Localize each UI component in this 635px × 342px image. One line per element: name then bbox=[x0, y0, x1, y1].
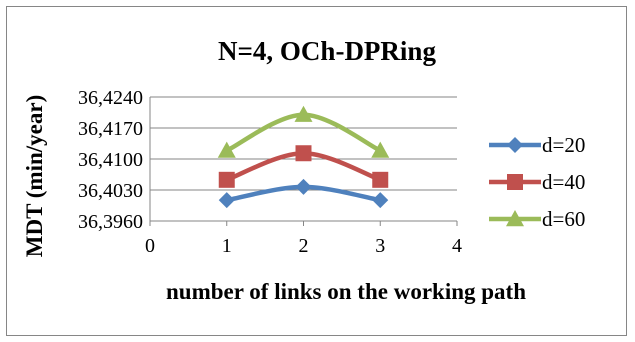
y-tick-label: 36,4030 bbox=[78, 180, 143, 202]
data-point-d=20 bbox=[372, 192, 389, 209]
chart-frame bbox=[6, 6, 627, 336]
legend: d=20 d=40 d=60 bbox=[489, 133, 585, 231]
x-tick-label: 0 bbox=[145, 235, 155, 257]
x-tick-label: 1 bbox=[222, 235, 232, 257]
x-tick-label: 4 bbox=[452, 235, 462, 257]
legend-marker bbox=[507, 137, 523, 153]
y-tick-labels: 36,3960 36,4030 36,4100 36,4170 36,4240 bbox=[78, 87, 143, 233]
y-tick-label: 36,4100 bbox=[78, 149, 143, 171]
data-point-d=40 bbox=[372, 171, 389, 188]
data-point-d=60 bbox=[371, 141, 390, 158]
x-tick-labels: 0 1 2 3 4 bbox=[145, 235, 462, 257]
data-point-d=60 bbox=[294, 105, 313, 122]
data-point-d=20 bbox=[295, 178, 312, 195]
legend-marker bbox=[507, 174, 523, 190]
x-tick-label: 2 bbox=[299, 235, 309, 257]
data-point-d=60 bbox=[217, 141, 236, 158]
y-tick-label: 36,3960 bbox=[78, 211, 143, 233]
legend-label: d=60 bbox=[542, 207, 585, 231]
y-axis-title: MDT (min/year) bbox=[22, 95, 47, 257]
data-point-d=40 bbox=[295, 145, 312, 162]
axes bbox=[149, 97, 458, 226]
x-tick-label: 3 bbox=[375, 235, 385, 257]
series-group bbox=[217, 105, 390, 209]
legend-marker bbox=[506, 210, 524, 227]
data-point-d=40 bbox=[218, 171, 235, 188]
y-tick-label: 36,4170 bbox=[78, 118, 143, 140]
data-point-d=20 bbox=[218, 192, 235, 209]
x-axis-title: number of links on the working path bbox=[166, 279, 526, 304]
chart-title: N=4, OCh-DPRing bbox=[218, 36, 436, 66]
y-tick-label: 36,4240 bbox=[78, 87, 143, 109]
legend-label: d=40 bbox=[542, 170, 585, 194]
legend-label: d=20 bbox=[542, 133, 585, 157]
